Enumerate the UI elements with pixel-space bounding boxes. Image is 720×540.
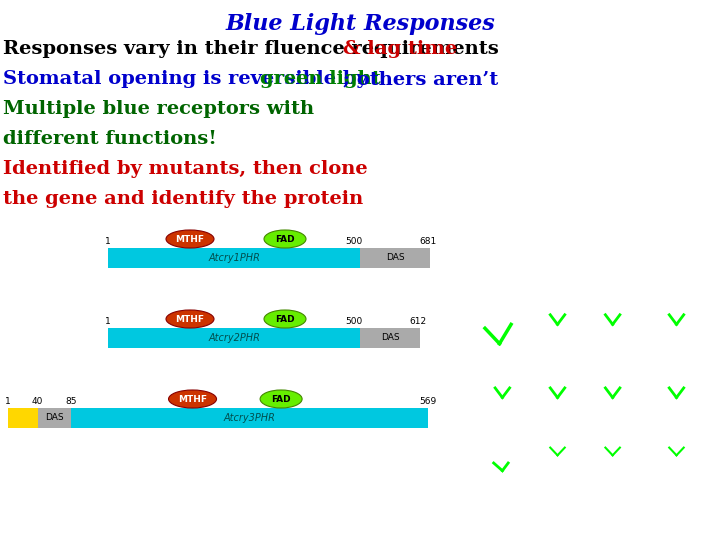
Text: 40: 40 xyxy=(32,397,43,406)
Ellipse shape xyxy=(264,310,306,328)
Text: green light: green light xyxy=(260,70,380,88)
Text: DAS: DAS xyxy=(381,334,400,342)
Text: MTHF: MTHF xyxy=(176,234,204,244)
Bar xyxy=(8,408,37,428)
Text: 681: 681 xyxy=(419,237,436,246)
Bar xyxy=(108,328,360,348)
Bar xyxy=(37,408,71,428)
Text: FAD: FAD xyxy=(275,234,294,244)
Ellipse shape xyxy=(168,390,217,408)
Text: Multiple blue receptors with: Multiple blue receptors with xyxy=(3,100,314,118)
Bar xyxy=(108,248,360,268)
Text: 1: 1 xyxy=(105,317,111,326)
Text: D: D xyxy=(442,253,452,266)
Text: LB: LB xyxy=(439,499,455,512)
Text: WL: WL xyxy=(438,341,457,354)
Text: Identified by mutants, then clone: Identified by mutants, then clone xyxy=(3,160,368,178)
Text: Atcry2PHR: Atcry2PHR xyxy=(208,333,260,343)
Text: the gene and identify the protein: the gene and identify the protein xyxy=(3,190,364,208)
Bar xyxy=(71,408,428,428)
Text: cry1/cry2: cry1/cry2 xyxy=(650,165,703,174)
Text: & lag time: & lag time xyxy=(343,40,457,58)
Ellipse shape xyxy=(166,230,214,248)
Text: MTHF: MTHF xyxy=(178,395,207,403)
Text: ; others aren’t: ; others aren’t xyxy=(343,70,498,88)
Bar xyxy=(360,328,420,348)
Ellipse shape xyxy=(166,310,214,328)
Text: 612: 612 xyxy=(410,317,426,326)
Text: Responses vary in their fluence requirements: Responses vary in their fluence requirem… xyxy=(3,40,505,58)
Text: Blue Light Responses: Blue Light Responses xyxy=(225,13,495,35)
Text: 569: 569 xyxy=(419,397,436,406)
Ellipse shape xyxy=(260,390,302,408)
Text: FAD: FAD xyxy=(275,314,294,323)
Text: 500: 500 xyxy=(346,237,363,246)
Text: cry2: cry2 xyxy=(600,165,625,174)
Ellipse shape xyxy=(264,230,306,248)
Text: HB: HB xyxy=(438,418,456,431)
Text: cry1: cry1 xyxy=(545,165,570,174)
Text: Wt: Wt xyxy=(495,165,510,174)
Text: DAS: DAS xyxy=(45,414,63,422)
Text: Stomatal opening is reversible by: Stomatal opening is reversible by xyxy=(3,70,374,88)
Text: 500: 500 xyxy=(346,317,363,326)
Text: 1: 1 xyxy=(5,397,11,406)
Text: Atcry1PHR: Atcry1PHR xyxy=(208,253,260,263)
Text: DAS: DAS xyxy=(386,253,405,262)
Text: different functions!: different functions! xyxy=(3,130,217,148)
Text: Atcry3PHR: Atcry3PHR xyxy=(223,413,275,423)
Text: MTHF: MTHF xyxy=(176,314,204,323)
Text: 85: 85 xyxy=(65,397,76,406)
Text: FAD: FAD xyxy=(271,395,291,403)
Bar xyxy=(360,248,430,268)
Text: 1: 1 xyxy=(105,237,111,246)
